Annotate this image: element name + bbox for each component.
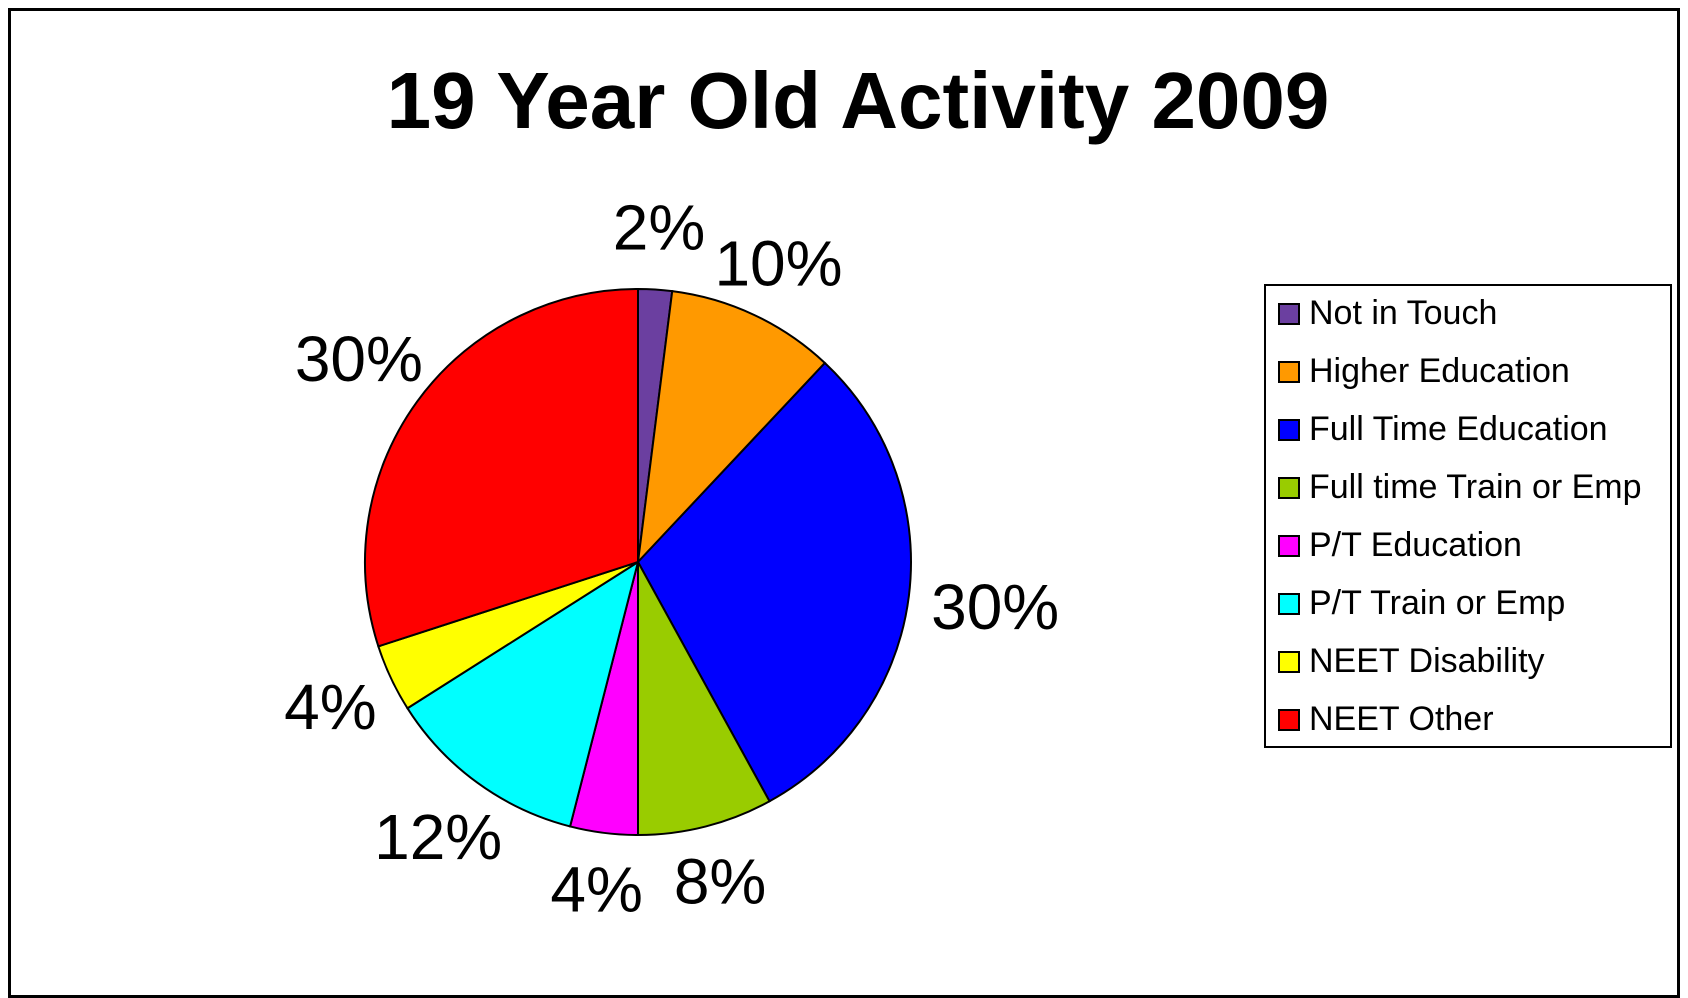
pie-slice-p-t-train-or-emp [406,559,640,828]
legend-swatch-neet-other [1278,709,1300,731]
pie-slices [364,287,912,837]
legend-label-p-t-education: P/T Education [1309,526,1522,564]
legend-swatch-full-time-train-or-emp [1278,477,1300,499]
legend-label-higher-education: Higher Education [1309,352,1570,390]
slice-label-neet-other: 30% [295,323,423,395]
legend-label-not-in-touch: Not in Touch [1309,294,1497,332]
pie-slice-neet-other [364,287,639,648]
pie-labels: 2% 10% 30% 8% 4% 12% 4% 30% [284,192,1059,926]
pie-slice-higher-education [636,290,827,565]
legend-swatch-not-in-touch [1278,303,1300,325]
slice-label-full-time-education: 30% [931,571,1059,643]
legend-label-p-t-train-or-emp: P/T Train or Emp [1309,584,1565,622]
legend-label-full-time-train-or-emp: Full time Train or Emp [1309,468,1642,506]
legend-swatch-higher-education [1278,361,1300,383]
slice-label-higher-education: 10% [714,227,842,299]
legend-label-neet-disability: NEET Disability [1309,642,1545,680]
pie-slice-full-time-education [636,361,912,803]
legend-label-neet-other: NEET Other [1309,700,1494,738]
pie-slice-full-time-train-or-emp [637,561,771,837]
legend-swatch-p-t-train-or-emp [1278,593,1300,615]
slice-label-p-t-education: 4% [550,853,643,925]
slice-label-full-time-train-or-emp: 8% [674,846,767,918]
legend-swatch-neet-disability [1278,651,1300,673]
legend-box [1264,284,1672,748]
legend: Not in Touch Higher Education Full Time Ed… [1264,284,1672,748]
legend-swatch-p-t-education [1278,535,1300,557]
legend-swatch-full-time-education [1278,419,1300,441]
pie-chart: 19 Year Old Activity 2009 2% 10% 30% 8% 4% 12… [284,56,1672,926]
slice-label-neet-disability: 4% [284,671,377,743]
slice-label-p-t-train-or-emp: 12% [374,801,502,873]
slice-label-not-in-touch: 2% [613,192,706,264]
chart-title: 19 Year Old Activity 2009 [387,56,1330,145]
legend-label-full-time-education: Full Time Education [1309,410,1608,448]
